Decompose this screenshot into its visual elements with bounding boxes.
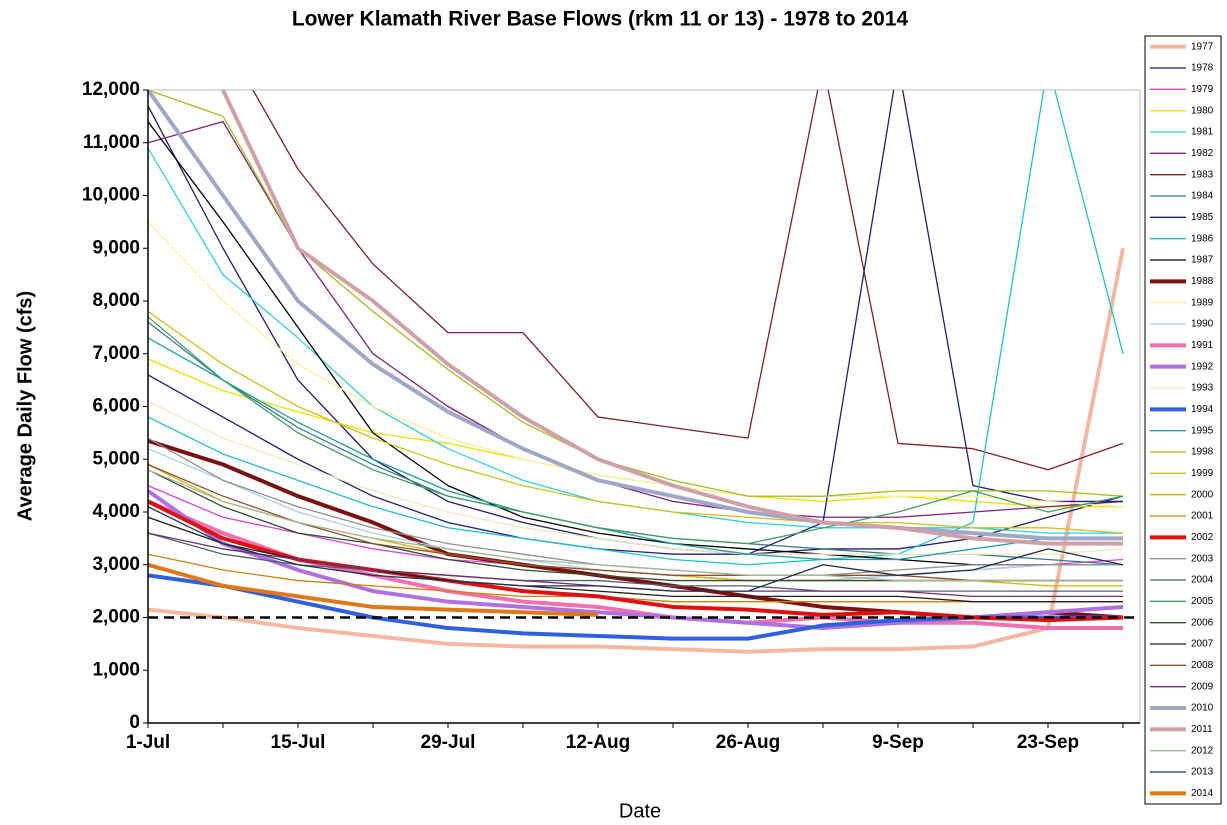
series-line xyxy=(148,90,1123,555)
y-tick-label: 2,000 xyxy=(92,607,140,628)
legend-label: 1981 xyxy=(1191,127,1214,138)
legend-label: 2000 xyxy=(1191,489,1214,500)
legend-label: 2013 xyxy=(1191,767,1214,778)
legend-label: 1993 xyxy=(1191,383,1214,394)
y-tick-label: 1,000 xyxy=(92,659,140,680)
legend-label: 1994 xyxy=(1191,404,1214,415)
legend-label: 2006 xyxy=(1191,617,1214,628)
legend-label: 2002 xyxy=(1191,532,1214,543)
series-line xyxy=(148,337,1123,561)
series-line xyxy=(148,532,1123,592)
series-line xyxy=(148,90,1123,541)
y-tick-label: 6,000 xyxy=(92,396,140,417)
legend-label: 1983 xyxy=(1191,169,1214,180)
y-tick-label: 4,000 xyxy=(92,501,140,522)
series-line xyxy=(148,562,599,617)
legend-label: 1987 xyxy=(1191,255,1214,266)
legend-label: 1982 xyxy=(1191,148,1214,159)
plot-area xyxy=(148,90,1140,654)
legend-label: 2005 xyxy=(1191,596,1214,607)
x-axis-label: Date xyxy=(619,800,661,822)
series-line xyxy=(148,311,1124,534)
y-tick-label: 9,000 xyxy=(92,237,140,258)
series-line xyxy=(148,121,1124,518)
legend-label: 1985 xyxy=(1191,212,1214,223)
legend-label: 1979 xyxy=(1191,84,1214,95)
y-tick-label: 0 xyxy=(129,712,140,733)
y-tick-label: 5,000 xyxy=(92,448,140,469)
legend-label: 2009 xyxy=(1191,681,1214,692)
y-tick-label: 8,000 xyxy=(92,290,140,311)
series-line xyxy=(148,469,1123,582)
series-line xyxy=(148,506,1124,592)
x-tick-label: 26-Aug xyxy=(716,732,780,753)
x-tick-label: 1-Jul xyxy=(126,732,170,753)
y-tick-label: 3,000 xyxy=(92,554,140,575)
legend-label: 1995 xyxy=(1191,425,1214,436)
series-line xyxy=(148,90,1124,566)
series-line xyxy=(148,221,1124,508)
x-tick-label: 29-Jul xyxy=(421,732,476,753)
series-line xyxy=(148,553,1123,603)
legend-label: 1986 xyxy=(1191,233,1214,244)
legend-label: 2011 xyxy=(1191,724,1213,735)
legend-label: 2010 xyxy=(1191,703,1214,714)
series-line xyxy=(148,400,1124,555)
series-line xyxy=(148,147,1123,534)
series-line xyxy=(252,90,1124,471)
legend-label: 2001 xyxy=(1191,511,1214,522)
legend-label: 1991 xyxy=(1191,340,1214,351)
chart-title: Lower Klamath River Base Flows (rkm 11 o… xyxy=(292,8,909,31)
legend-label: 1998 xyxy=(1191,447,1214,458)
x-tick-label: 9-Sep xyxy=(872,732,924,753)
series-line xyxy=(220,90,1123,546)
legend-label: 1988 xyxy=(1191,276,1214,287)
series-line xyxy=(148,448,1123,582)
legend-label: 1999 xyxy=(1191,468,1214,479)
legend-label: 1990 xyxy=(1191,319,1214,330)
x-tick-label: 15-Jul xyxy=(271,732,326,753)
legend-label: 1984 xyxy=(1191,191,1214,202)
y-tick-label: 7,000 xyxy=(92,343,140,364)
series-line xyxy=(148,121,1123,566)
legend-label: 1992 xyxy=(1191,361,1214,372)
x-tick-label: 23-Sep xyxy=(1017,732,1079,753)
legend-label: 1980 xyxy=(1191,105,1214,116)
y-tick-label: 10,000 xyxy=(82,185,140,206)
legend-label: 2007 xyxy=(1191,639,1214,650)
y-tick-label: 12,000 xyxy=(82,79,140,100)
legend-label: 1977 xyxy=(1191,41,1214,52)
legend-label: 1989 xyxy=(1191,297,1214,308)
series-line xyxy=(148,358,1123,508)
y-axis-label: Average Daily Flow (cfs) xyxy=(14,291,36,521)
legend-box xyxy=(1144,35,1222,805)
legend-label: 2003 xyxy=(1191,553,1214,564)
y-tick-label: 11,000 xyxy=(83,132,140,153)
series-line xyxy=(148,316,1124,545)
legend-label: 2004 xyxy=(1191,575,1214,586)
legend-label: 2014 xyxy=(1191,788,1214,799)
series-line xyxy=(148,247,1125,654)
series-line xyxy=(148,463,1123,582)
legend-label: 2012 xyxy=(1191,745,1214,756)
legend-label: 1978 xyxy=(1191,63,1214,74)
legend-label: 2008 xyxy=(1191,660,1214,671)
x-tick-label: 12-Aug xyxy=(566,732,630,753)
